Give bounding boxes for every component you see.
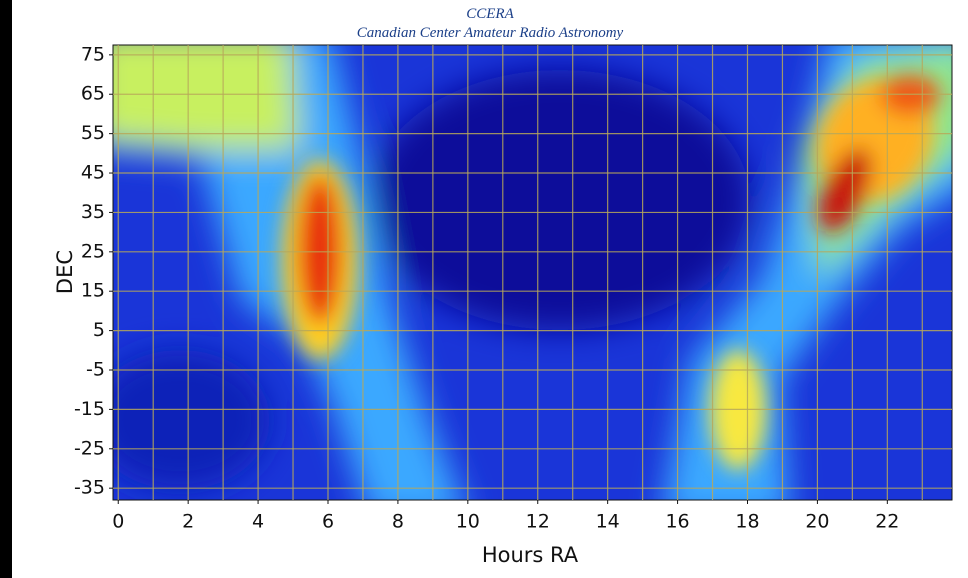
y-tick-label: -5 (86, 359, 105, 381)
plot-frame (112, 44, 953, 501)
y-tick-label: 65 (81, 83, 105, 105)
chart-title: CCERA (466, 6, 514, 22)
y-axis-label: DEC (53, 250, 77, 294)
x-tick-label: 8 (392, 511, 404, 533)
y-tick-label: -15 (74, 398, 105, 420)
x-tick-label: 14 (596, 511, 620, 533)
y-tick-label: 75 (81, 43, 105, 65)
x-axis-label: Hours RA (482, 543, 579, 567)
x-tick-label: 2 (182, 511, 194, 533)
y-tick-label: 55 (81, 122, 105, 144)
x-tick-label: 10 (456, 511, 480, 533)
y-tick-label: 15 (81, 280, 105, 302)
x-tick-label: 18 (735, 511, 759, 533)
heatmap (113, 45, 952, 500)
y-tick-label: -35 (74, 477, 105, 499)
x-tick-label: 12 (526, 511, 550, 533)
x-tick-label: 0 (112, 511, 124, 533)
x-tick-label: 16 (665, 511, 689, 533)
chart-subtitle: Canadian Center Amateur Radio Astronomy (357, 25, 624, 41)
header-box (290, 4, 690, 42)
x-tick-label: 4 (252, 511, 264, 533)
y-tick-label: 45 (81, 162, 105, 184)
y-tick-label: 35 (81, 201, 105, 223)
x-tick-label: 20 (805, 511, 829, 533)
x-tick-label: 6 (322, 511, 334, 533)
y-tick-label: 5 (93, 319, 105, 341)
x-tick-label: 22 (875, 511, 899, 533)
y-tick-label: -25 (74, 437, 105, 459)
y-tick-label: 25 (81, 240, 105, 262)
